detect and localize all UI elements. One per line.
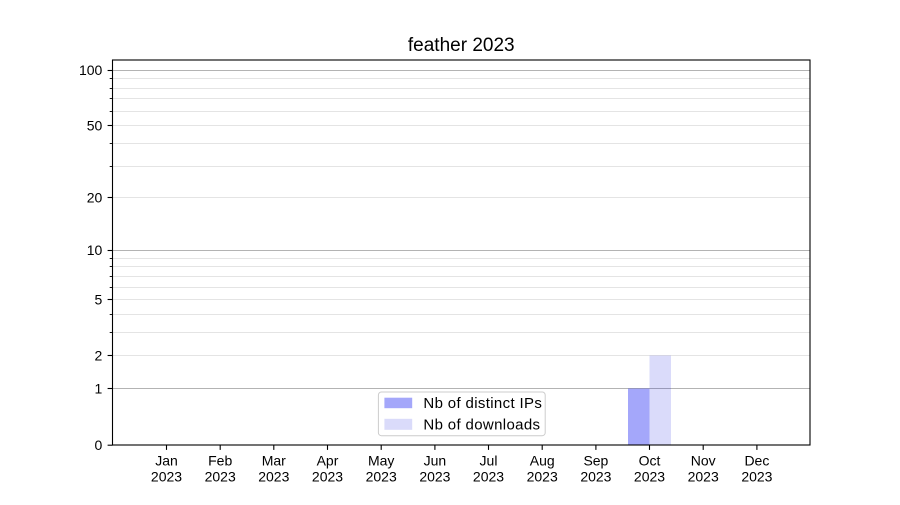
svg-text:2023: 2023: [366, 469, 397, 485]
svg-text:Aug: Aug: [530, 453, 555, 469]
svg-text:Nb of distinct IPs: Nb of distinct IPs: [423, 395, 542, 412]
svg-text:Oct: Oct: [639, 453, 661, 469]
svg-text:1: 1: [95, 381, 103, 397]
svg-text:2023: 2023: [527, 469, 558, 485]
svg-text:10: 10: [87, 242, 103, 258]
svg-text:5: 5: [95, 291, 103, 307]
svg-text:Jul: Jul: [480, 453, 498, 469]
svg-text:100: 100: [79, 62, 103, 78]
svg-text:2023: 2023: [580, 469, 611, 485]
svg-text:May: May: [368, 453, 394, 469]
svg-text:50: 50: [87, 117, 103, 133]
svg-text:2023: 2023: [258, 469, 289, 485]
svg-text:0: 0: [95, 437, 103, 453]
svg-text:Feb: Feb: [208, 453, 232, 469]
svg-text:2023: 2023: [473, 469, 504, 485]
svg-text:Sep: Sep: [583, 453, 608, 469]
svg-text:feather 2023: feather 2023: [408, 35, 515, 56]
svg-text:Jan: Jan: [155, 453, 178, 469]
svg-text:2023: 2023: [688, 469, 719, 485]
svg-text:Dec: Dec: [744, 453, 769, 469]
svg-text:2023: 2023: [419, 469, 450, 485]
svg-text:2023: 2023: [634, 469, 665, 485]
svg-text:Nb of downloads: Nb of downloads: [423, 416, 540, 433]
svg-text:2023: 2023: [205, 469, 236, 485]
svg-text:Nov: Nov: [691, 453, 716, 469]
svg-text:2023: 2023: [741, 469, 772, 485]
svg-text:20: 20: [87, 190, 103, 206]
svg-text:2023: 2023: [151, 469, 182, 485]
svg-text:2023: 2023: [312, 469, 343, 485]
svg-text:2: 2: [95, 348, 103, 364]
svg-text:Jun: Jun: [424, 453, 447, 469]
svg-text:Apr: Apr: [317, 453, 339, 469]
svg-text:Mar: Mar: [262, 453, 286, 469]
